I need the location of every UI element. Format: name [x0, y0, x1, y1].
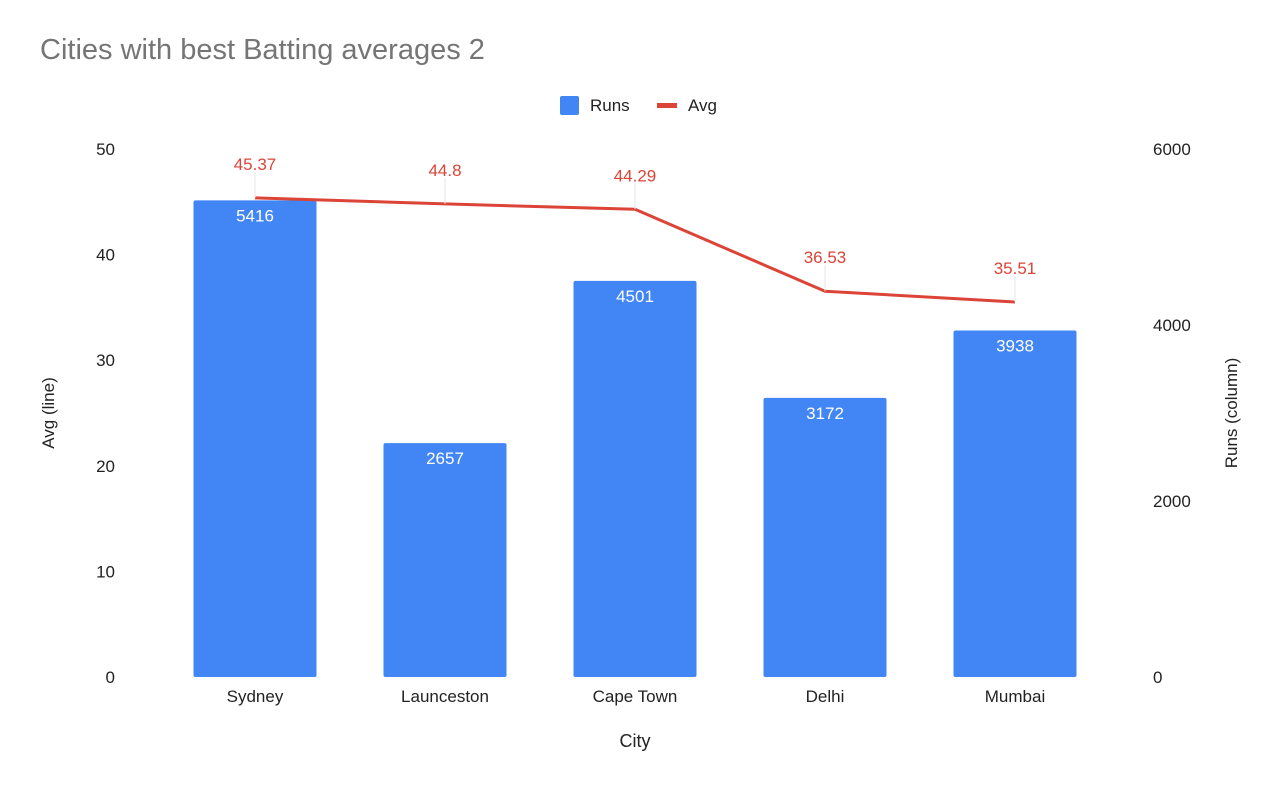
x-axis-tick-label: Sydney [227, 687, 284, 706]
bar-runs [763, 397, 887, 677]
right-axis-title: Runs (column) [1222, 358, 1241, 469]
bar-data-label: 4501 [616, 287, 654, 306]
right-axis-tick-label: 0 [1153, 668, 1162, 687]
legend-label-runs: Runs [590, 96, 630, 115]
left-axis-title: Avg (line) [39, 377, 58, 449]
left-axis-tick-label: 0 [106, 668, 115, 687]
legend-swatch-runs [560, 96, 579, 115]
line-data-label: 35.51 [994, 259, 1037, 278]
bar-runs [193, 200, 317, 677]
bar-data-label: 3938 [996, 336, 1034, 355]
x-axis-tick-label: Delhi [806, 687, 845, 706]
x-axis-tick-label: Cape Town [593, 687, 678, 706]
left-axis-tick-label: 20 [96, 457, 115, 476]
left-axis-tick-label: 40 [96, 246, 115, 265]
bar-data-label: 3172 [806, 404, 844, 423]
bar-runs [383, 443, 507, 677]
line-data-label: 44.8 [428, 161, 461, 180]
line-data-label: 36.53 [804, 248, 847, 267]
line-data-label: 44.29 [614, 166, 657, 185]
x-axis-tick-label: Launceston [401, 687, 489, 706]
legend-swatch-avg [657, 103, 677, 108]
left-axis-tick-label: 30 [96, 351, 115, 370]
bar-runs [953, 330, 1077, 677]
bar-runs [573, 280, 697, 677]
bar-data-label: 2657 [426, 449, 464, 468]
x-axis-tick-label: Mumbai [985, 687, 1045, 706]
right-axis-tick-label: 6000 [1153, 140, 1191, 159]
right-axis-tick-label: 2000 [1153, 492, 1191, 511]
right-axis-tick-label: 4000 [1153, 316, 1191, 335]
line-data-label: 45.37 [234, 155, 277, 174]
left-axis-tick-label: 50 [96, 140, 115, 159]
legend-label-avg: Avg [688, 96, 717, 115]
chart-title: Cities with best Batting averages 2 [40, 34, 485, 66]
left-axis-tick-label: 10 [96, 562, 115, 581]
x-axis-title: City [620, 731, 651, 751]
bar-data-label: 5416 [236, 206, 274, 225]
